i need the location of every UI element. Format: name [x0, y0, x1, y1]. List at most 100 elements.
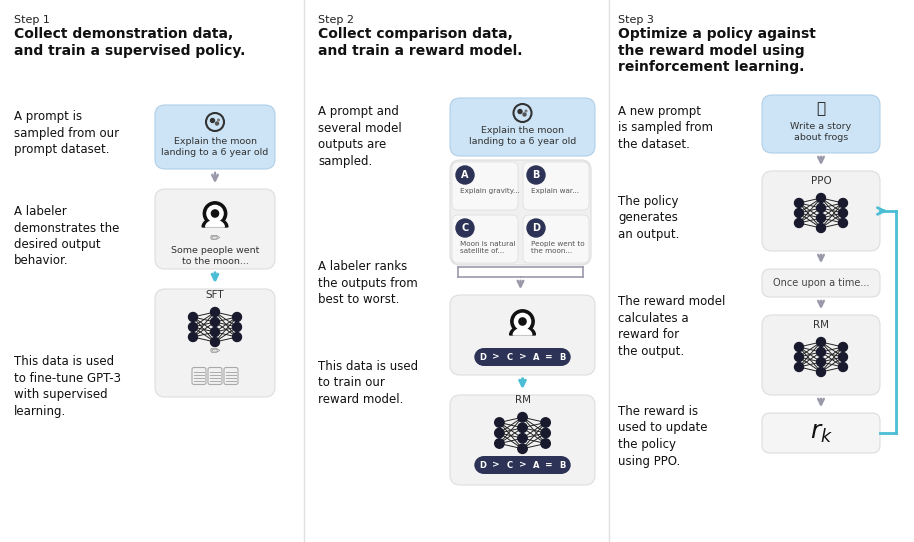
- Text: Step 2: Step 2: [318, 15, 354, 25]
- FancyBboxPatch shape: [192, 367, 206, 384]
- Text: >: >: [492, 352, 500, 362]
- Circle shape: [210, 318, 219, 326]
- FancyBboxPatch shape: [450, 98, 595, 156]
- Circle shape: [816, 338, 825, 346]
- Circle shape: [838, 198, 847, 208]
- Circle shape: [518, 109, 522, 113]
- Text: ✏: ✏: [209, 345, 220, 358]
- Circle shape: [232, 322, 241, 332]
- Text: Collect comparison data,
and train a reward model.: Collect comparison data, and train a rew…: [318, 27, 523, 58]
- Text: Optimize a policy against
the reward model using
reinforcement learning.: Optimize a policy against the reward mod…: [618, 27, 816, 74]
- Circle shape: [555, 457, 570, 473]
- FancyBboxPatch shape: [155, 105, 275, 169]
- Text: >: >: [518, 352, 526, 362]
- Circle shape: [515, 313, 531, 330]
- Text: Once upon a time...: Once upon a time...: [773, 278, 869, 288]
- FancyBboxPatch shape: [523, 162, 589, 210]
- Text: Write a story
about frogs: Write a story about frogs: [791, 122, 852, 142]
- Text: A labeler
demonstrates the
desired output
behavior.: A labeler demonstrates the desired outpu…: [14, 205, 120, 268]
- Polygon shape: [206, 221, 224, 227]
- Circle shape: [210, 327, 219, 337]
- Text: B: B: [559, 352, 566, 362]
- Polygon shape: [202, 218, 228, 227]
- Text: D: D: [479, 352, 486, 362]
- Circle shape: [502, 457, 516, 473]
- Text: This data is used
to train our
reward model.: This data is used to train our reward mo…: [318, 360, 418, 406]
- Circle shape: [475, 457, 490, 473]
- Text: The policy
generates
an output.: The policy generates an output.: [618, 195, 679, 241]
- Circle shape: [494, 439, 505, 448]
- Text: PPO: PPO: [811, 177, 832, 186]
- Circle shape: [816, 203, 825, 212]
- Text: Moon is natural
satellite of...: Moon is natural satellite of...: [460, 241, 515, 254]
- Circle shape: [188, 313, 197, 321]
- Text: This data is used
to fine-tune GPT-3
with supervised
learning.: This data is used to fine-tune GPT-3 wit…: [14, 355, 121, 417]
- Circle shape: [494, 428, 505, 438]
- Circle shape: [541, 418, 550, 427]
- Circle shape: [816, 223, 825, 233]
- Text: Step 3: Step 3: [618, 15, 654, 25]
- Text: Step 1: Step 1: [14, 15, 50, 25]
- FancyBboxPatch shape: [155, 189, 275, 269]
- Circle shape: [816, 347, 825, 357]
- Text: RM: RM: [515, 395, 530, 405]
- Text: SFT: SFT: [206, 291, 224, 300]
- Circle shape: [527, 219, 545, 237]
- Polygon shape: [510, 326, 536, 335]
- Circle shape: [816, 193, 825, 203]
- FancyBboxPatch shape: [450, 160, 591, 265]
- Circle shape: [838, 363, 847, 371]
- FancyBboxPatch shape: [475, 348, 569, 366]
- Circle shape: [794, 198, 803, 208]
- Text: A: A: [533, 461, 539, 469]
- Text: The reward model
calculates a
reward for
the output.: The reward model calculates a reward for…: [618, 295, 726, 358]
- Circle shape: [528, 457, 544, 473]
- Circle shape: [502, 350, 516, 365]
- FancyBboxPatch shape: [762, 95, 880, 153]
- Text: B: B: [559, 461, 566, 469]
- Text: ✏: ✏: [209, 233, 220, 246]
- Circle shape: [494, 418, 505, 427]
- Text: A: A: [462, 170, 469, 180]
- Circle shape: [541, 428, 550, 438]
- Circle shape: [203, 202, 227, 225]
- Circle shape: [517, 444, 527, 454]
- Circle shape: [794, 352, 803, 362]
- Circle shape: [475, 350, 490, 365]
- FancyBboxPatch shape: [450, 395, 595, 485]
- FancyBboxPatch shape: [523, 215, 589, 263]
- Circle shape: [232, 332, 241, 341]
- Text: A new prompt
is sampled from
the dataset.: A new prompt is sampled from the dataset…: [618, 105, 713, 151]
- Circle shape: [456, 219, 474, 237]
- FancyBboxPatch shape: [762, 413, 880, 453]
- Circle shape: [541, 439, 550, 448]
- Text: C: C: [506, 352, 512, 362]
- Circle shape: [216, 122, 218, 125]
- FancyBboxPatch shape: [224, 367, 238, 384]
- Circle shape: [188, 332, 197, 341]
- Circle shape: [218, 119, 219, 121]
- Text: =: =: [546, 461, 553, 469]
- Text: A labeler ranks
the outputs from
best to worst.: A labeler ranks the outputs from best to…: [318, 260, 418, 306]
- Text: Explain the moon
landing to a 6 year old: Explain the moon landing to a 6 year old: [469, 126, 576, 146]
- Circle shape: [794, 218, 803, 228]
- FancyBboxPatch shape: [475, 456, 569, 474]
- Circle shape: [188, 322, 197, 332]
- Circle shape: [838, 352, 847, 362]
- FancyBboxPatch shape: [450, 295, 595, 375]
- Circle shape: [511, 310, 534, 333]
- Circle shape: [210, 338, 219, 346]
- Text: >: >: [518, 461, 526, 469]
- Text: >: >: [492, 461, 500, 469]
- Circle shape: [816, 367, 825, 377]
- Text: Explain war...: Explain war...: [531, 188, 579, 194]
- Circle shape: [517, 423, 527, 433]
- Text: C: C: [462, 223, 469, 233]
- Text: A prompt and
several model
outputs are
sampled.: A prompt and several model outputs are s…: [318, 105, 402, 167]
- Text: Some people went
to the moon...: Some people went to the moon...: [171, 246, 260, 266]
- Text: The reward is
used to update
the policy
using PPO.: The reward is used to update the policy …: [618, 405, 707, 468]
- Circle shape: [207, 205, 223, 222]
- FancyBboxPatch shape: [452, 162, 518, 210]
- Text: People went to
the moon...: People went to the moon...: [531, 241, 585, 254]
- Circle shape: [555, 350, 570, 365]
